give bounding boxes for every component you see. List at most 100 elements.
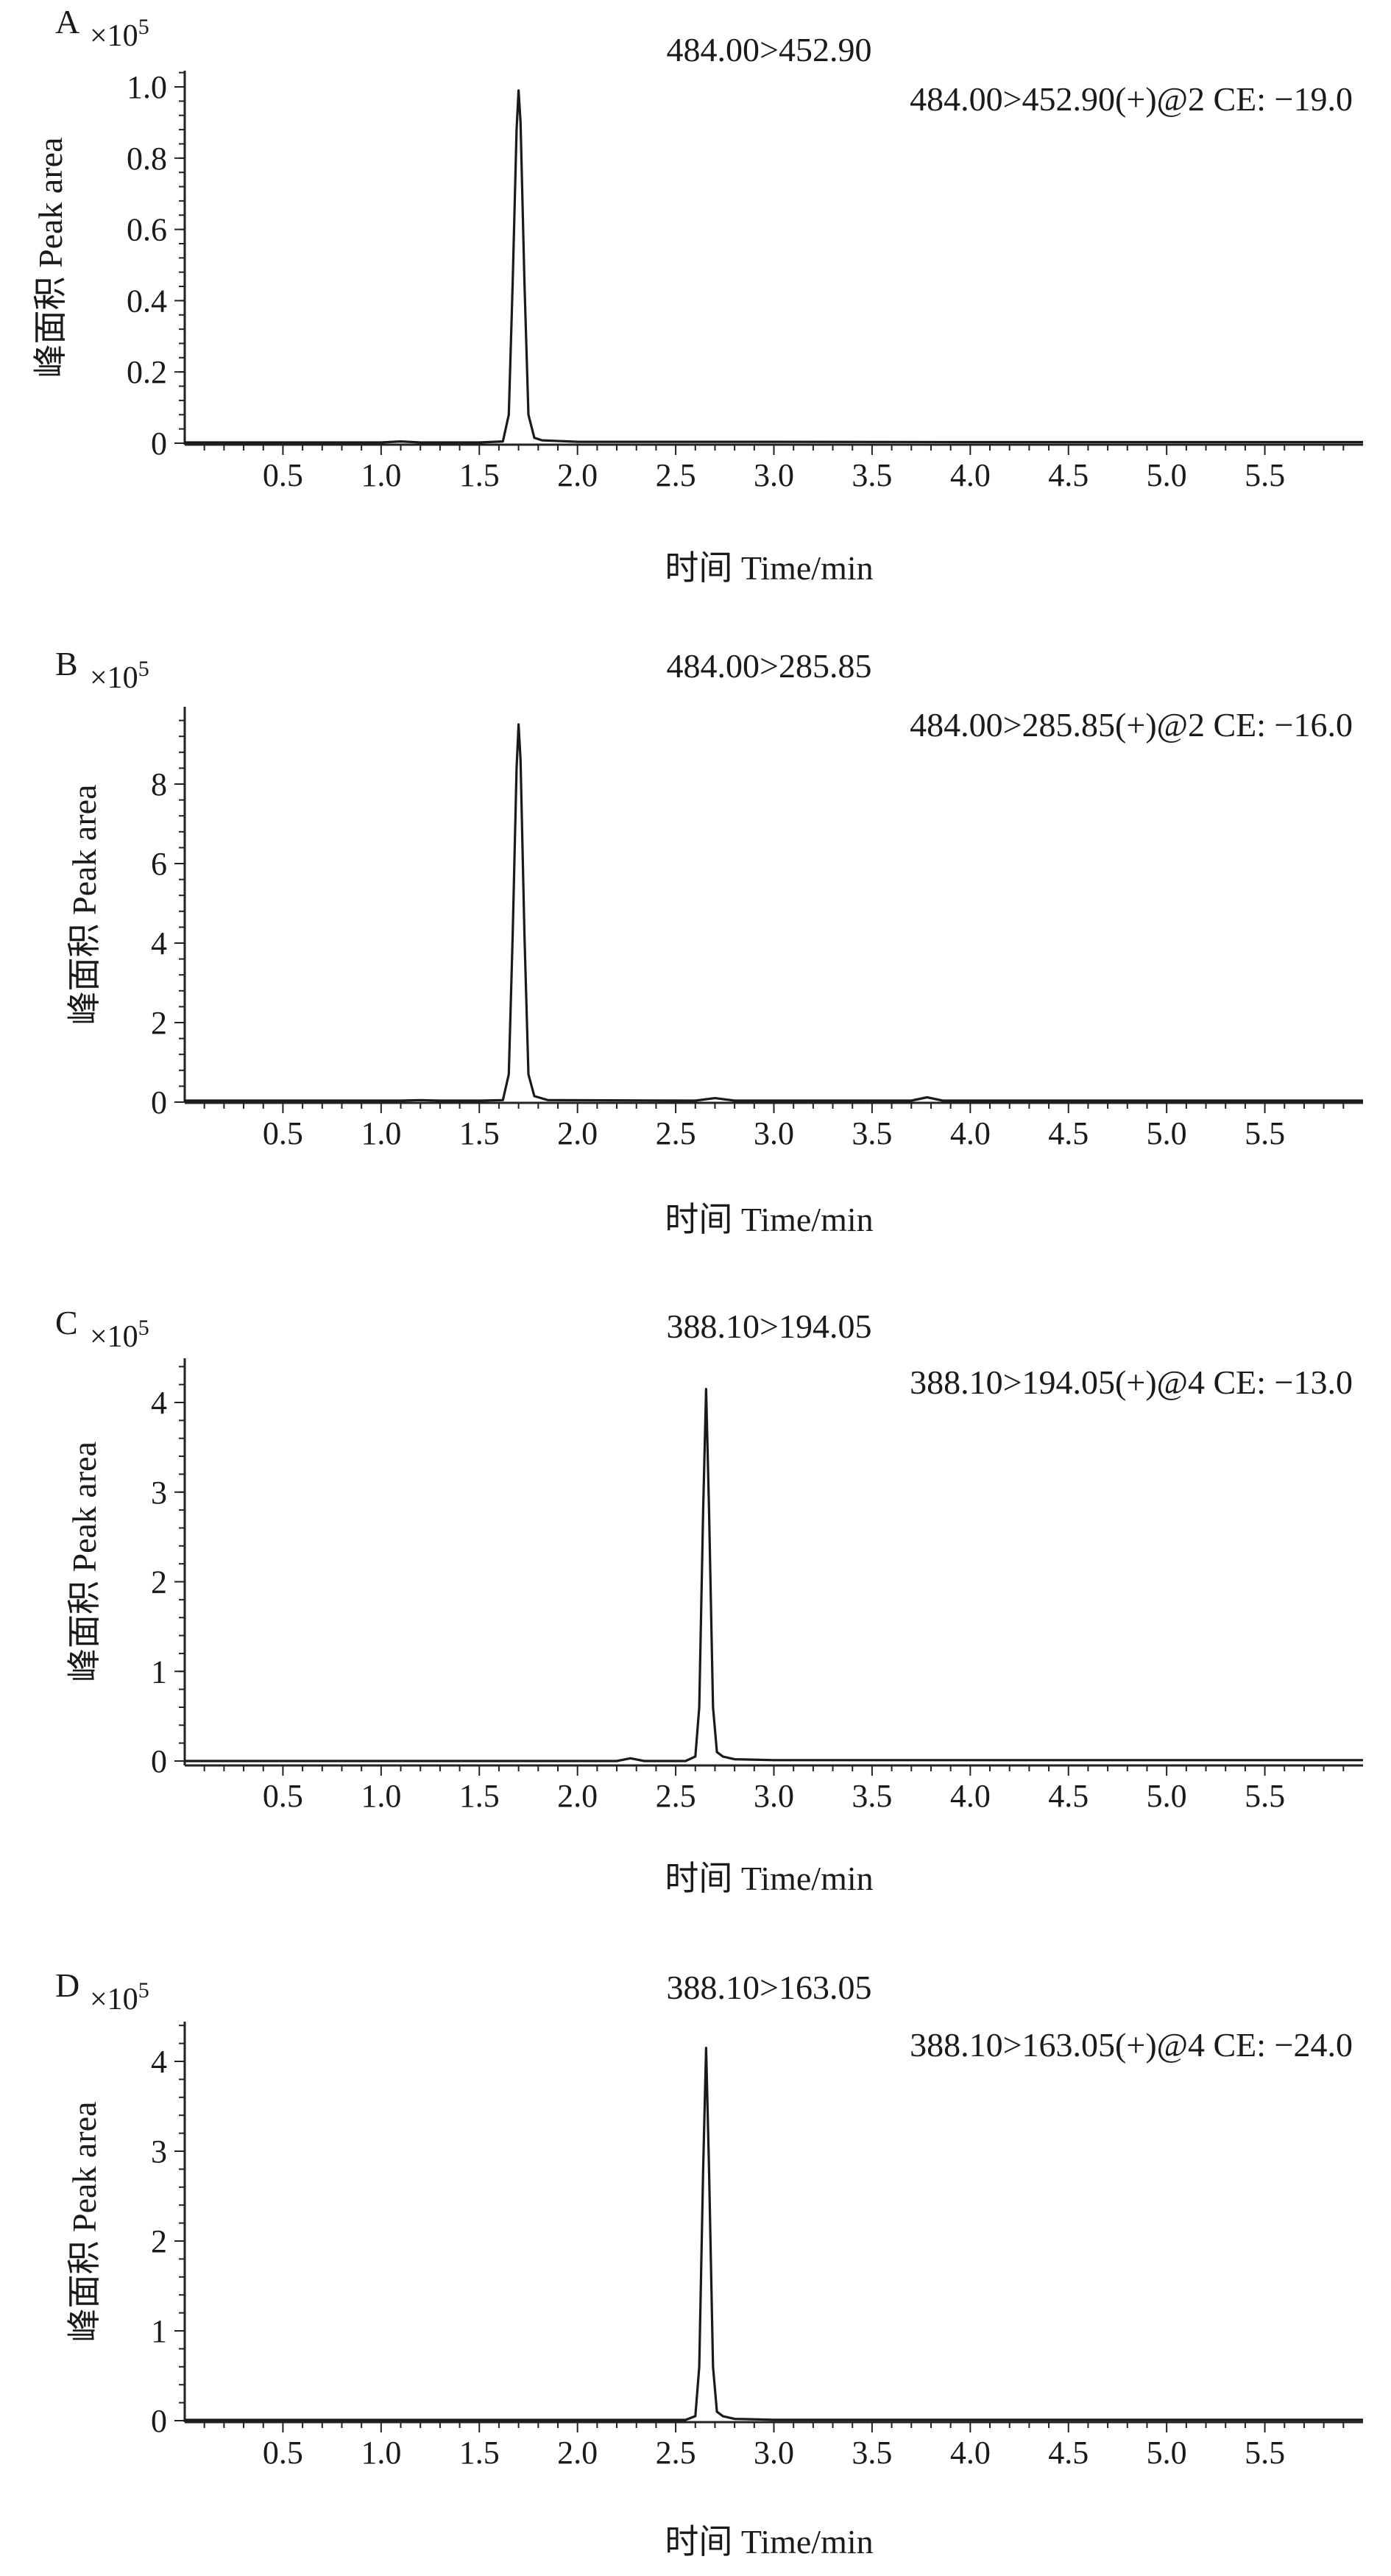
y-tick-label: 0.2 xyxy=(127,354,167,390)
x-tick-label: 2.5 xyxy=(656,1778,696,1814)
y-tick-label: 0 xyxy=(151,1743,167,1779)
x-tick-label: 5.0 xyxy=(1147,2435,1187,2471)
y-tick-label: 0 xyxy=(151,2403,167,2439)
y-tick-label: 6 xyxy=(151,846,167,882)
transition-annotation: 484.00>285.85(+)@2 CE: −16.0 xyxy=(910,706,1353,744)
x-tick-label: 4.5 xyxy=(1048,457,1089,493)
chart-title: 388.10>163.05 xyxy=(667,1969,872,2006)
x-tick-label: 3.5 xyxy=(852,1778,892,1814)
x-tick-label: 0.5 xyxy=(263,457,303,493)
y-tick-label: 1 xyxy=(151,2313,167,2349)
x-tick-label: 1.5 xyxy=(459,1778,500,1814)
chart-title: 484.00>452.90 xyxy=(667,31,872,68)
x-tick-label: 5.5 xyxy=(1245,1115,1285,1151)
y-tick-label: 0 xyxy=(151,426,167,462)
y-multiplier-label: ×105 xyxy=(90,1978,149,2016)
x-tick-label: 0.5 xyxy=(263,2435,303,2471)
chart-panel: 0.5 1.0 1.5 2.0 2.5 3.0 3.5 4.0 4.5 5.0 5.5 0 0.2 0.4… xyxy=(32,3,1363,587)
chart-panel: 0.5 1.0 1.5 2.0 2.5 3.0 3.5 4.0 4.5 5.0 5.5 0 2 4 6 8 ×1… xyxy=(55,645,1363,1238)
x-tick-label: 1.5 xyxy=(459,2435,500,2471)
x-axis-title: 时间 Time/min xyxy=(665,549,873,587)
x-tick-label: 3.5 xyxy=(852,457,892,493)
y-tick-label: 0.6 xyxy=(127,212,167,248)
panel-label: C xyxy=(55,1304,78,1341)
y-tick-label: 0 xyxy=(151,1084,167,1121)
chart-title: 388.10>194.05 xyxy=(667,1308,872,1345)
y-multiplier-label: ×105 xyxy=(90,657,149,695)
y-multiplier-label: ×105 xyxy=(90,15,149,53)
y-tick-label: 8 xyxy=(151,766,167,802)
y-axis-title: 峰面积 Peak area xyxy=(32,138,69,378)
x-tick-label: 4.5 xyxy=(1048,1115,1089,1151)
y-tick-label: 2 xyxy=(151,1005,167,1041)
x-axis-title: 时间 Time/min xyxy=(665,2523,873,2561)
x-tick-label: 2.0 xyxy=(557,2435,598,2471)
chart-title: 484.00>285.85 xyxy=(667,647,872,685)
y-tick-label: 1.0 xyxy=(127,69,167,105)
x-tick-label: 3.0 xyxy=(754,2435,794,2471)
chart-panel: 0.5 1.0 1.5 2.0 2.5 3.0 3.5 4.0 4.5 5.0 5.501234×1… xyxy=(55,1304,1363,1897)
x-tick-label: 1.0 xyxy=(361,1778,401,1814)
transition-annotation: 388.10>194.05(+)@4 CE: −13.0 xyxy=(910,1363,1353,1401)
y-tick-label: 3 xyxy=(151,1475,167,1511)
x-tick-label: 5.5 xyxy=(1245,2435,1285,2471)
x-tick-label: 1.0 xyxy=(361,457,401,493)
x-tick-label: 3.0 xyxy=(754,457,794,493)
y-multiplier-label: ×105 xyxy=(90,1316,149,1354)
chromatogram-trace xyxy=(185,89,1363,444)
chromatogram-trace xyxy=(185,723,1363,1102)
y-multiplier-base: ×10 xyxy=(90,661,138,695)
x-tick-label: 1.0 xyxy=(361,1115,401,1151)
x-tick-label: 4.5 xyxy=(1048,1778,1089,1814)
y-tick-label: 4 xyxy=(151,925,167,961)
x-tick-label: 2.5 xyxy=(656,457,696,493)
chromatogram-trace xyxy=(185,1388,1363,1762)
y-tick-label: 4 xyxy=(151,1385,167,1421)
y-tick-label: 3 xyxy=(151,2134,167,2170)
y-axis-title: 峰面积 Peak area xyxy=(66,2102,103,2343)
x-tick-label: 2.0 xyxy=(557,1115,598,1151)
x-tick-label: 4.0 xyxy=(950,2435,991,2471)
y-tick-label: 2 xyxy=(151,1564,167,1601)
x-tick-label: 3.0 xyxy=(754,1115,794,1151)
y-tick-label: 2 xyxy=(151,2223,167,2259)
y-tick-label: 0.4 xyxy=(127,283,167,319)
y-multiplier-base: ×10 xyxy=(90,19,138,53)
y-axis-title: 峰面积 Peak area xyxy=(66,1441,103,1682)
x-tick-label: 2.0 xyxy=(557,1778,598,1814)
x-tick-label: 5.0 xyxy=(1147,1778,1187,1814)
x-tick-label: 2.5 xyxy=(656,2435,696,2471)
y-multiplier-exponent: 5 xyxy=(138,15,149,39)
x-tick-label: 5.5 xyxy=(1245,1778,1285,1814)
x-tick-label: 4.0 xyxy=(950,457,991,493)
x-tick-label: 0.5 xyxy=(263,1115,303,1151)
x-axis-title: 时间 Time/min xyxy=(665,1201,873,1238)
y-tick-label: 1 xyxy=(151,1654,167,1690)
transition-annotation: 484.00>452.90(+)@2 CE: −19.0 xyxy=(910,80,1353,118)
x-tick-label: 5.0 xyxy=(1147,457,1187,493)
x-tick-label: 0.5 xyxy=(263,1778,303,1814)
y-axis-title: 峰面积 Peak area xyxy=(66,785,103,1026)
x-tick-label: 5.5 xyxy=(1245,457,1285,493)
y-multiplier-base: ×10 xyxy=(90,1983,138,2016)
panel-label: B xyxy=(55,645,78,682)
x-tick-label: 4.0 xyxy=(950,1778,991,1814)
x-tick-label: 3.0 xyxy=(754,1778,794,1814)
y-multiplier-exponent: 5 xyxy=(138,1316,149,1340)
y-tick-label: 4 xyxy=(151,2044,167,2080)
x-tick-label: 4.5 xyxy=(1048,2435,1089,2471)
x-tick-label: 3.5 xyxy=(852,2435,892,2471)
y-multiplier-exponent: 5 xyxy=(138,657,149,681)
x-tick-label: 1.0 xyxy=(361,2435,401,2471)
panel-label: D xyxy=(55,1966,79,2004)
x-tick-label: 2.5 xyxy=(656,1115,696,1151)
y-multiplier-base: ×10 xyxy=(90,1320,138,1354)
x-tick-label: 2.0 xyxy=(557,457,598,493)
x-tick-label: 3.5 xyxy=(852,1115,892,1151)
panel-label: A xyxy=(55,3,79,40)
transition-annotation: 388.10>163.05(+)@4 CE: −24.0 xyxy=(910,2026,1353,2064)
y-multiplier-exponent: 5 xyxy=(138,1978,149,2002)
chart-panel: 0.5 1.0 1.5 2.0 2.5 3.0 3.5 4.0 4.5 5.0 5.501234×1… xyxy=(55,1966,1363,2561)
x-tick-label: 5.0 xyxy=(1147,1115,1187,1151)
